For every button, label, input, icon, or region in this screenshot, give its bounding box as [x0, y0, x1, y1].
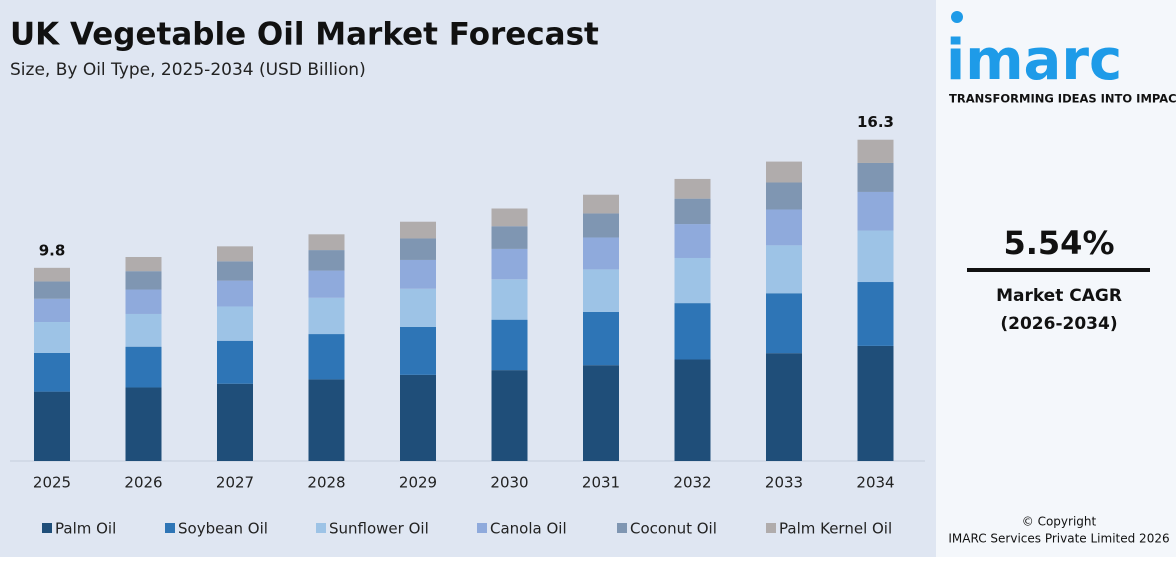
- x-tick-label: 2027: [216, 474, 254, 492]
- x-tick-label: 2029: [399, 474, 437, 492]
- bar-segment: [308, 334, 345, 380]
- bar-segment: [34, 298, 70, 323]
- bar-segment: [34, 267, 70, 282]
- bar-segment: [857, 162, 894, 192]
- bar-segment: [308, 234, 345, 251]
- logo: imarc: [946, 28, 1122, 93]
- bar-segment: [125, 387, 162, 461]
- cagr-period: (2026-2034): [1000, 314, 1117, 334]
- bar-segment: [34, 281, 70, 299]
- bar-segment: [125, 289, 162, 314]
- bar-segment: [766, 182, 802, 210]
- bar-segment: [857, 230, 894, 283]
- tagline: TRANSFORMING IDEAS INTO IMPACT: [949, 92, 1176, 106]
- bar-segment: [400, 238, 436, 260]
- bar-segment: [34, 391, 70, 461]
- bar-segment: [491, 208, 528, 227]
- bar-segment: [400, 326, 436, 375]
- legend-swatch: [617, 523, 627, 533]
- legend-label: Palm Kernel Oil: [779, 520, 892, 538]
- x-tick-label: 2028: [307, 474, 345, 492]
- total-label: 16.3: [857, 113, 894, 131]
- x-tick-label: 2026: [124, 474, 162, 492]
- bar-segment: [491, 370, 528, 461]
- bar-segment: [674, 257, 711, 304]
- bar-segment: [491, 226, 528, 249]
- legend-swatch: [766, 523, 776, 533]
- chart-title: UK Vegetable Oil Market Forecast: [10, 17, 599, 53]
- bar-segment: [491, 319, 528, 371]
- x-tick-label: 2025: [33, 474, 71, 492]
- x-tick-label: 2034: [856, 474, 894, 492]
- bar-segment: [400, 259, 436, 289]
- bar-segment: [217, 280, 253, 307]
- company: IMARC Services Private Limited 2026: [948, 532, 1169, 546]
- bar-segment: [308, 379, 345, 461]
- bar-segment: [583, 194, 619, 214]
- legend-swatch: [42, 523, 52, 533]
- bar-segment: [857, 282, 894, 346]
- bar-segment: [583, 311, 619, 366]
- legend-swatch: [165, 523, 175, 533]
- bar-segment: [674, 224, 711, 258]
- bar-segment: [217, 246, 253, 262]
- legend-label: Canola Oil: [490, 520, 567, 538]
- x-tick-label: 2030: [490, 474, 528, 492]
- bar-segment: [34, 352, 70, 392]
- bar-segment: [674, 178, 711, 199]
- legend-label: Coconut Oil: [630, 520, 717, 538]
- bar-segment: [766, 293, 802, 354]
- bar-segment: [491, 279, 528, 320]
- bar-segment: [583, 213, 619, 238]
- logo-dot: [951, 11, 963, 23]
- bar-segment: [674, 359, 711, 461]
- bar-segment: [491, 248, 528, 280]
- bar-segment: [308, 270, 345, 298]
- bar-segment: [217, 306, 253, 341]
- bar-segment: [766, 161, 802, 183]
- bar-segment: [308, 297, 345, 335]
- x-tick-label: 2033: [765, 474, 803, 492]
- bar-segment: [857, 139, 894, 163]
- bar-segment: [583, 269, 619, 312]
- copyright: © Copyright: [1022, 515, 1097, 529]
- bar-segment: [125, 271, 162, 290]
- bar-segment: [217, 383, 253, 461]
- x-tick-label: 2032: [673, 474, 711, 492]
- bar-segment: [766, 353, 802, 461]
- bar-segment: [400, 374, 436, 461]
- cagr-value: 5.54%: [1003, 224, 1114, 262]
- total-label: 9.8: [39, 241, 66, 259]
- legend-swatch: [316, 523, 326, 533]
- legend-label: Soybean Oil: [178, 520, 268, 538]
- bar-segment: [125, 346, 162, 388]
- x-tick-label: 2031: [582, 474, 620, 492]
- cagr-label: Market CAGR: [996, 286, 1122, 306]
- bar-segment: [217, 340, 253, 384]
- bar-segment: [125, 313, 162, 347]
- bar-segment: [583, 237, 619, 270]
- bar-segment: [400, 221, 436, 239]
- legend-label: Palm Oil: [55, 520, 116, 538]
- chart-subtitle: Size, By Oil Type, 2025-2034 (USD Billio…: [10, 60, 366, 80]
- bar-segment: [583, 365, 619, 461]
- sidebar-background: [936, 0, 1176, 557]
- bar-segment: [217, 261, 253, 281]
- bar-segment: [34, 322, 70, 353]
- legend-label: Sunflower Oil: [329, 520, 429, 538]
- bar-segment: [766, 209, 802, 246]
- bar-segment: [400, 288, 436, 327]
- bar-segment: [857, 345, 894, 461]
- legend-swatch: [477, 523, 487, 533]
- bar-segment: [674, 303, 711, 360]
- bar-segment: [766, 245, 802, 294]
- bar-segment: [857, 191, 894, 231]
- bar-segment: [308, 250, 345, 271]
- bar-segment: [125, 256, 162, 272]
- bar-segment: [674, 198, 711, 225]
